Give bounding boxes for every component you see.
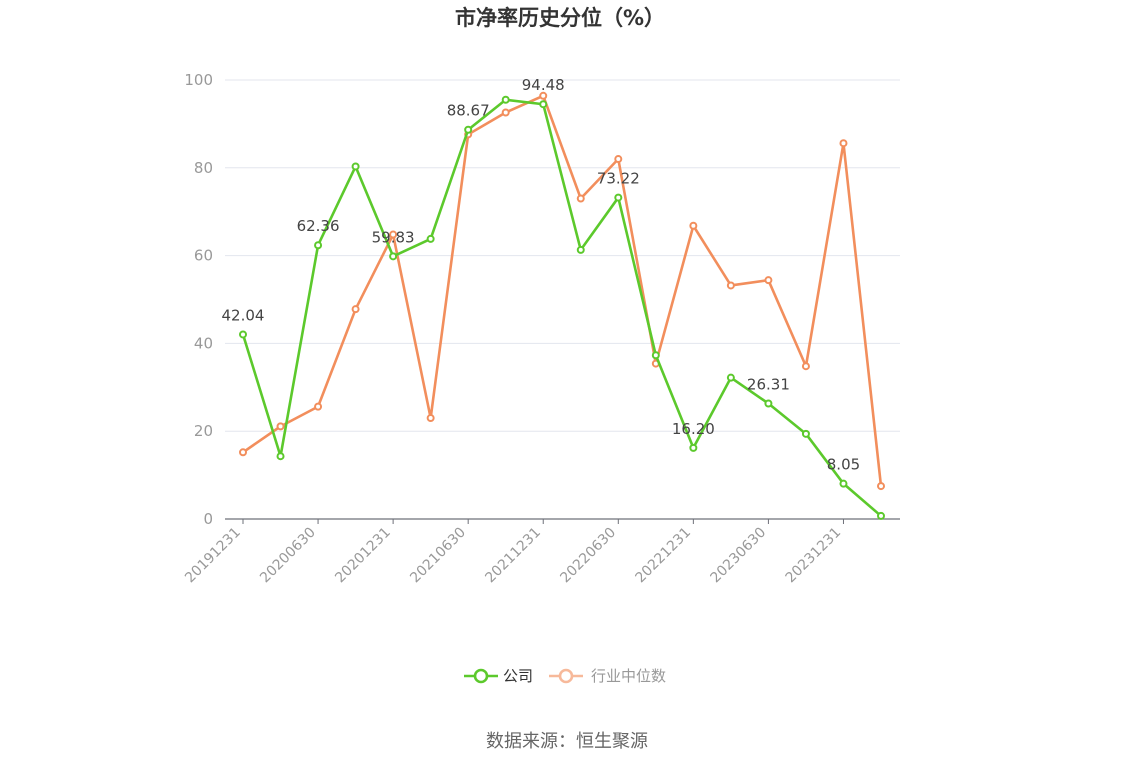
chart-title: 市净率历史分位（%） [455,6,665,30]
data-label: 94.48 [522,76,565,94]
data-label: 88.67 [447,102,490,120]
data-label: 62.36 [297,217,340,235]
y-tick-label: 80 [194,159,213,177]
data-point[interactable] [426,234,435,243]
data-point[interactable] [539,100,548,109]
data-label: 26.31 [747,375,790,393]
x-tick-label: 20221231 [632,525,694,587]
data-point[interactable] [764,276,773,285]
data-label: 59.83 [372,228,415,246]
data-point[interactable] [389,230,398,239]
data-point[interactable] [314,241,323,250]
data-point[interactable] [839,139,848,148]
legend-label: 行业中位数 [591,667,666,685]
data-point[interactable] [651,351,660,360]
data-point[interactable] [689,221,698,230]
data-point[interactable] [839,479,848,488]
source-note: 数据来源：恒生聚源 [486,731,648,752]
data-point[interactable] [764,399,773,408]
series-1 [239,91,885,491]
series-line [241,98,882,517]
data-point[interactable] [614,193,623,202]
data-point[interactable] [276,452,285,461]
legend-label: 公司 [503,667,533,685]
legend-marker [558,668,574,684]
data-point[interactable] [801,429,810,438]
data-point[interactable] [239,330,247,339]
data-point[interactable] [239,448,247,457]
data-point[interactable] [726,373,735,382]
y-tick-label: 40 [194,334,213,352]
data-label: 73.22 [597,170,640,188]
series-line [242,94,883,487]
x-axis: 20191231 20200630 20201231 20210630 20211231… [182,518,900,587]
x-tick-label: 20230630 [708,525,770,587]
legend-item-1[interactable]: 行业中位数 [549,667,666,685]
data-point[interactable] [464,125,473,134]
y-axis: 0 20 40 60 80 100 [184,71,213,528]
data-point[interactable] [539,91,548,100]
series-layer [239,91,885,520]
data-point[interactable] [276,422,285,431]
legend-marker [473,668,489,684]
x-tick-label: 20231231 [783,525,845,587]
x-tick-label: 20210630 [407,525,469,587]
data-point[interactable] [877,482,885,491]
y-tick-label: 100 [184,71,213,89]
data-label: 42.04 [222,306,265,324]
data-point[interactable] [689,443,698,452]
data-point[interactable] [351,162,360,171]
data-point[interactable] [576,194,585,203]
data-label: 16.20 [672,420,715,438]
x-tick-label: 20220630 [557,525,619,587]
series-0 [239,95,885,520]
data-point[interactable] [314,402,323,411]
x-tick-label: 20191231 [182,525,244,587]
data-labels: 42.04 62.36 59.83 88.67 94.48 73.22 16.20 26.31… [222,76,861,473]
data-point[interactable] [801,362,810,371]
y-tick-label: 0 [203,510,213,528]
x-tick-label: 20200630 [257,525,319,587]
y-tick-label: 20 [194,422,213,440]
data-point[interactable] [614,155,623,164]
x-tick-label: 20211231 [482,525,544,587]
data-point[interactable] [501,95,510,104]
x-tick-label: 20201231 [332,525,394,587]
y-tick-label: 60 [194,247,213,265]
data-point[interactable] [389,252,398,261]
data-label: 8.05 [827,456,860,474]
data-point[interactable] [426,414,435,423]
grid-lines [225,79,900,432]
legend[interactable]: 公司 行业中位数 [464,667,666,685]
data-point[interactable] [877,511,885,520]
data-point[interactable] [501,108,510,117]
data-point[interactable] [351,305,360,314]
legend-item-0[interactable]: 公司 [464,667,533,685]
data-point[interactable] [726,281,735,290]
data-point[interactable] [576,245,585,254]
